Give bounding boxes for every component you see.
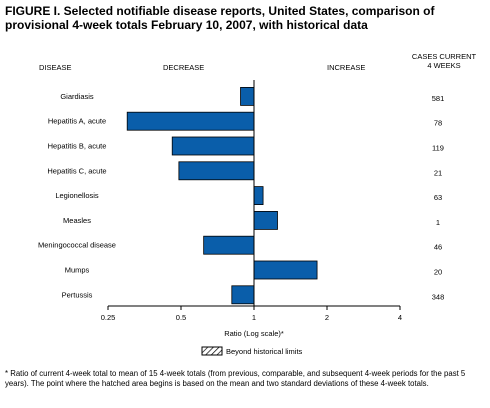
- cases-count: 46: [434, 243, 442, 252]
- x-axis-label: Ratio (Log scale)*: [224, 329, 284, 338]
- decrease-header: DECREASE: [163, 63, 205, 72]
- bar-4: [253, 186, 264, 206]
- cases-count: 63: [434, 193, 442, 202]
- cases-count: 78: [434, 119, 442, 128]
- cases-count: 1: [436, 218, 440, 227]
- disease-column-header: DISEASE: [39, 63, 72, 72]
- cases-count: 581: [432, 94, 445, 103]
- category-label: Hepatitis A, acute: [48, 117, 106, 126]
- cases-count: 348: [432, 292, 445, 301]
- bar-6: [203, 235, 255, 255]
- x-tick-label: 4: [398, 313, 402, 322]
- bar-8: [231, 285, 255, 305]
- legend-hatched-swatch: [201, 346, 223, 356]
- x-tick-label: 0.25: [101, 313, 116, 322]
- bar-2: [171, 136, 255, 156]
- category-label: Pertussis: [62, 290, 93, 299]
- cases-count: 21: [434, 168, 442, 177]
- bar-3: [178, 161, 255, 181]
- figure-title: FIGURE I. Selected notifiable disease re…: [5, 4, 435, 32]
- category-label: Legionellosis: [55, 191, 99, 200]
- x-tick-label: 1: [252, 313, 256, 322]
- legend-label: Beyond historical limits: [226, 347, 303, 356]
- increase-header: INCREASE: [327, 63, 366, 72]
- bar-1: [126, 111, 255, 131]
- labels-layer: Giardiasis 581 Hepatitis A, acute 78 Hepatit…: [38, 92, 444, 322]
- bar-0: [240, 87, 255, 106]
- bar-5: [253, 210, 278, 230]
- ticks-layer: [107, 306, 401, 310]
- cases-header-line1: CASES CURRENT: [411, 52, 477, 61]
- bar-7: [253, 260, 318, 280]
- x-tick-label: 2: [325, 313, 329, 322]
- category-label: Meningococcal disease: [38, 241, 116, 250]
- ratio-bar-chart: Giardiasis 581 Hepatitis A, acute 78 Hepatit…: [38, 80, 444, 356]
- category-label: Giardiasis: [60, 92, 94, 101]
- bars-layer: [126, 87, 318, 305]
- category-label: Mumps: [65, 266, 90, 275]
- category-label: Hepatitis C, acute: [47, 166, 106, 175]
- cases-header-line2: 4 WEEKS: [427, 61, 461, 70]
- category-label: Hepatitis B, acute: [48, 142, 107, 151]
- cases-count: 20: [434, 268, 442, 277]
- footnote: * Ratio of current 4-week total to mean …: [5, 369, 466, 388]
- cases-count: 119: [432, 144, 444, 153]
- x-tick-label: 0.5: [176, 313, 186, 322]
- category-label: Measles: [63, 216, 91, 225]
